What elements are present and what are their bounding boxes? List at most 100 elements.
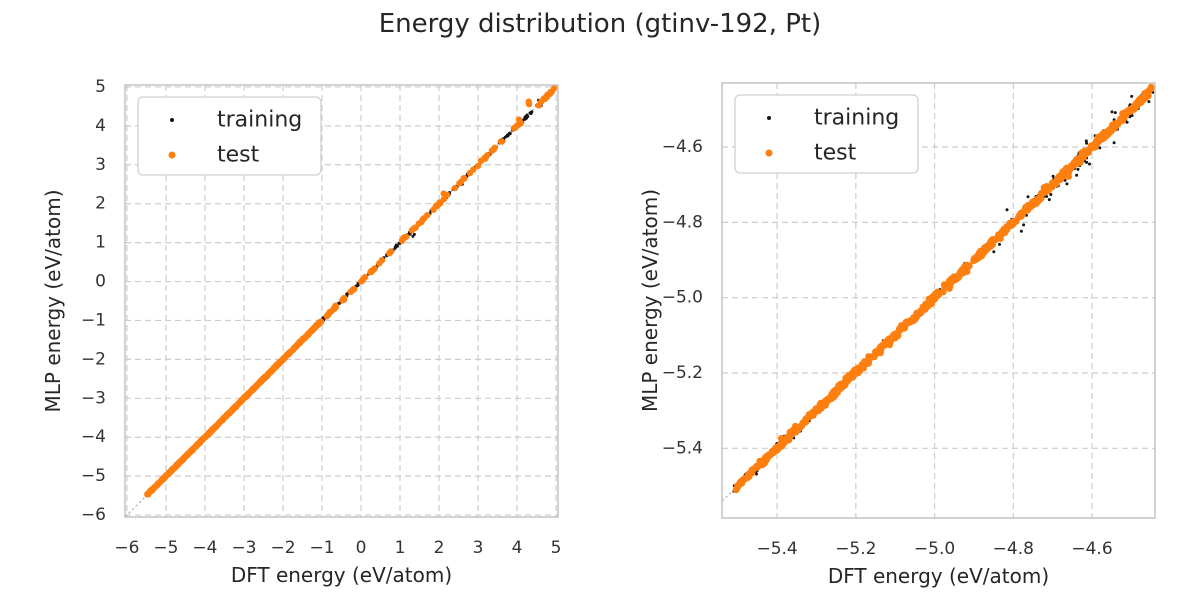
data-point [371, 265, 378, 272]
x-tick-label: −1 [309, 538, 334, 558]
y-tick-label: −6 [81, 505, 106, 525]
legend-marker-training [767, 116, 771, 120]
x-tick-label: −5 [153, 538, 178, 558]
y-axis-label: MLP energy (eV/atom) [638, 189, 662, 412]
data-point [1092, 139, 1100, 147]
data-point [497, 138, 505, 145]
series-test-points [732, 83, 1155, 494]
data-point [292, 343, 299, 351]
data-point [762, 456, 770, 463]
data-point [168, 467, 175, 474]
data-point [755, 472, 758, 476]
x-tick-label: −3 [231, 538, 256, 558]
data-point [440, 195, 448, 203]
legend-label-training: training [814, 106, 899, 131]
x-tick-label: 2 [434, 538, 445, 558]
legend-marker-test [765, 149, 773, 157]
x-tick-label: −5.4 [756, 539, 797, 559]
data-point [842, 374, 850, 382]
data-point [412, 224, 419, 231]
data-point [349, 286, 356, 294]
data-point [957, 268, 965, 276]
legend: training test [734, 94, 919, 174]
data-point [786, 428, 794, 436]
data-point [961, 263, 969, 271]
data-point [1088, 162, 1091, 166]
x-tick-label: −4.8 [993, 539, 1034, 559]
data-point [310, 324, 318, 332]
x-tick-label: −2 [270, 538, 295, 558]
data-point [904, 319, 911, 327]
data-point [1103, 127, 1111, 135]
y-tick-label: 2 [95, 194, 106, 214]
data-point [194, 441, 201, 448]
data-point [858, 362, 866, 369]
data-point [185, 450, 193, 457]
data-point [867, 353, 875, 361]
data-point [793, 426, 801, 434]
data-point [1047, 198, 1051, 202]
data-point [474, 162, 482, 170]
x-tick-label: 4 [512, 538, 523, 558]
data-point [393, 246, 397, 250]
data-point [1085, 141, 1089, 145]
data-point [988, 238, 996, 246]
data-point [1125, 120, 1129, 124]
y-tick-label: 5 [95, 77, 106, 97]
data-point [934, 288, 942, 296]
data-point [378, 256, 386, 264]
legend-box [137, 96, 322, 176]
data-point [1051, 174, 1055, 178]
data-point [748, 468, 756, 475]
x-tick-label: −4.6 [1071, 539, 1112, 559]
data-point [1085, 160, 1089, 164]
data-point [230, 405, 238, 412]
data-point [1110, 110, 1114, 114]
data-point [945, 277, 953, 285]
data-point [1026, 195, 1030, 199]
data-point [440, 190, 447, 197]
data-point [1113, 111, 1117, 115]
legend-label-training: training [217, 108, 302, 133]
data-point [1000, 228, 1008, 236]
data-point [491, 144, 498, 151]
data-point [420, 215, 427, 222]
x-tick-label: 1 [395, 538, 406, 558]
data-point [270, 364, 278, 372]
data-point [897, 324, 904, 331]
data-point [241, 394, 249, 401]
data-point [884, 337, 892, 345]
data-point [305, 331, 312, 338]
data-point [265, 370, 273, 377]
data-point [300, 335, 308, 342]
data-point [215, 420, 223, 427]
y-tick-label: 1 [95, 233, 106, 253]
data-point [1076, 167, 1080, 171]
data-point [878, 342, 886, 349]
data-point [356, 283, 360, 287]
data-point [1045, 195, 1049, 198]
data-point [753, 463, 761, 471]
y-tick-label: −2 [81, 349, 106, 369]
data-point [386, 250, 393, 257]
data-point [819, 402, 827, 410]
data-point [1005, 208, 1009, 212]
data-point [1080, 151, 1087, 159]
data-point [396, 244, 399, 248]
data-point [1120, 112, 1128, 120]
data-point [223, 412, 230, 419]
data-point [1075, 173, 1079, 177]
data-point [1049, 193, 1053, 196]
y-tick-label: 4 [95, 116, 106, 136]
data-point [401, 234, 408, 241]
data-point [834, 389, 841, 396]
data-point [367, 269, 374, 276]
data-point [412, 232, 416, 236]
data-point [1030, 198, 1038, 205]
data-point [1010, 218, 1018, 225]
data-point [1147, 100, 1151, 104]
data-point [209, 425, 216, 433]
data-point [451, 184, 459, 192]
